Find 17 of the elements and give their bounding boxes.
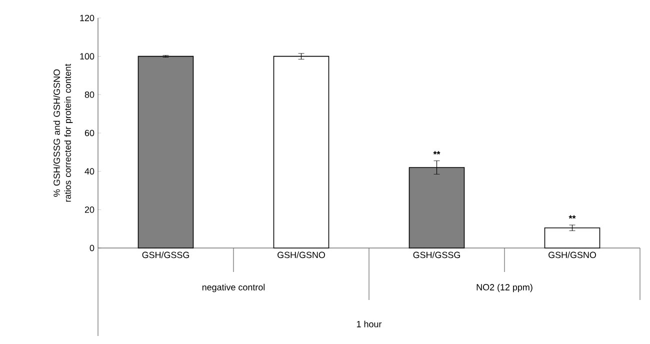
- y-tick-label: 40: [84, 168, 94, 175]
- data-label: **: [568, 215, 576, 219]
- y-tick-label: 60: [84, 130, 94, 136]
- data-label: **: [433, 151, 440, 154]
- text: 1 hour: [356, 320, 382, 328]
- y-tick-label: 0: [90, 244, 94, 252]
- y-tick-label: 20: [84, 206, 94, 213]
- x-tick-label: GSH/GSSG: [413, 252, 460, 258]
- y-axis-title: % GSH/GSSG and GSH/GSNO ratios corrected for protein content: [53, 64, 73, 202]
- text: negative control: [202, 284, 265, 292]
- y-tick-label: 80: [84, 91, 94, 98]
- x-tick-label: GSH/GSNO: [278, 252, 325, 258]
- y-tick-label: 100: [80, 53, 94, 60]
- x-tick-label: GSH/GSSG: [142, 252, 190, 258]
- y-tick-label: 120: [80, 14, 94, 22]
- x-tick-label: GSH/GSNO: [548, 252, 596, 258]
- text: NO2 (12 ppm): [476, 284, 532, 292]
